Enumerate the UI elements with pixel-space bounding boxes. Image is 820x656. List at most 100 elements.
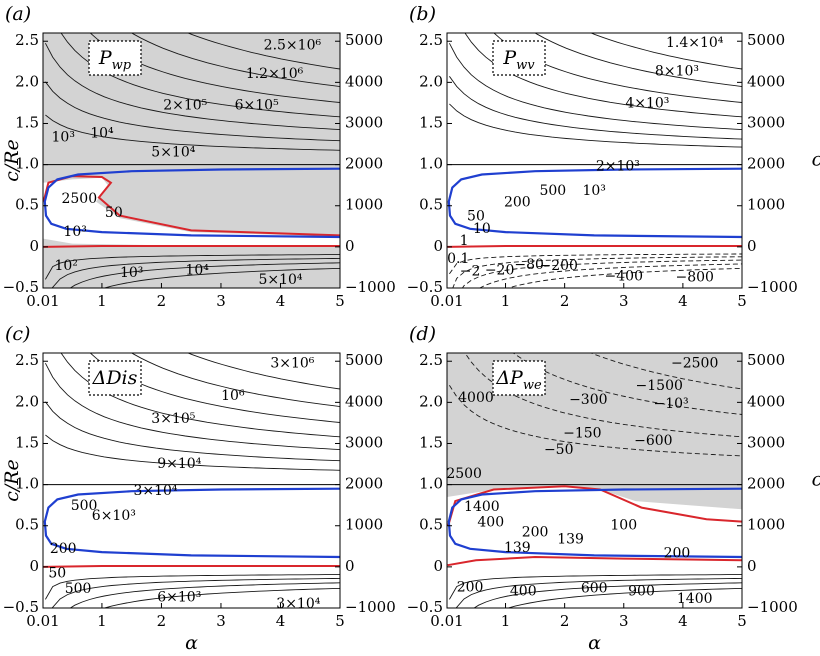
contour-label: 2500: [446, 466, 482, 482]
contour-line: [130, 353, 340, 408]
plot-frame: [42, 352, 341, 609]
y-tick-label: 2.5: [419, 31, 443, 49]
contour-label: 100: [610, 518, 637, 534]
y-right-tick-label: 1000: [345, 516, 383, 534]
x-tick-label: 4: [678, 612, 688, 630]
contour-line: [45, 114, 340, 151]
x-tick-label: 4: [276, 612, 286, 630]
plot-frame: [42, 32, 341, 289]
contour-label: 900: [628, 584, 655, 600]
contour-label: −300: [569, 392, 607, 408]
field-symbol: P: [502, 47, 517, 69]
contour-line: [449, 103, 742, 148]
contour-label: −20: [485, 263, 515, 279]
contour-label: 6×10³: [157, 589, 201, 605]
contour-line: [455, 577, 742, 608]
contour-line: [512, 353, 742, 415]
contour-label: 5×10⁴: [151, 144, 195, 160]
contour-line: [51, 257, 340, 288]
contour-line: [89, 353, 340, 423]
y-tick-label: 1.5: [15, 113, 39, 131]
contour-line: [186, 33, 340, 70]
plot-body: −2500 −1500 −10³ −300 −150 −600 −50 4000 2500 140…: [446, 353, 742, 608]
y-right-tick-label: 2000: [747, 475, 785, 493]
contour-line: [449, 76, 742, 140]
field-symbol: ΔDis: [92, 367, 138, 389]
contour-label: 10³: [582, 183, 605, 199]
contour-label: −50: [544, 442, 574, 458]
contour-label: 2×10³: [596, 158, 640, 174]
field-label-box: [492, 360, 546, 396]
contour-line: [493, 33, 742, 103]
contour-label: 10³: [52, 129, 75, 145]
contour-label: 2500: [61, 191, 97, 207]
x-tick-label: 0.01: [430, 612, 463, 630]
y-tick-label: 1.0: [15, 475, 39, 493]
contour-label: −800: [675, 269, 713, 285]
field-symbol: P: [98, 47, 113, 69]
contour-label: 1.4×10⁴: [666, 35, 724, 51]
contour-line: [452, 256, 742, 288]
contour-line: [449, 253, 742, 275]
y-right-tick-label: −1000: [747, 598, 798, 616]
contour-label: 4×10³: [625, 96, 669, 112]
x-tick-label: 4: [678, 292, 688, 310]
contour-label: −150: [563, 426, 601, 442]
neutral-curve: [43, 487, 340, 559]
x-tick-label: 3: [216, 612, 226, 630]
x-tick-label: 0.01: [26, 292, 59, 310]
contour-label: −1500: [636, 378, 683, 394]
field-subscript: we: [523, 378, 542, 393]
panel-label: (a): [5, 3, 31, 25]
x-tick-label: 3: [216, 292, 226, 310]
panel-label: (b): [409, 3, 436, 25]
contour-line: [449, 42, 742, 131]
y-right-tick-label: −1000: [747, 278, 798, 296]
y-right-tick-label: 4000: [747, 392, 785, 410]
y-right-tick-label: 1000: [345, 196, 383, 214]
y-tick-label: 0.5: [15, 516, 39, 534]
contour-label: −10³: [653, 396, 688, 412]
y-axis-label: c/Re: [1, 459, 23, 502]
contour-label: 2.5×10⁶: [264, 37, 322, 53]
contour-label: −600: [634, 433, 672, 449]
x-tick-label: 2: [560, 292, 570, 310]
y-right-tick-label: 5000: [747, 31, 785, 49]
contour-line: [449, 385, 742, 457]
x-tick-label: 1: [97, 612, 107, 630]
contour-label: 1400: [677, 591, 713, 607]
y-right-tick-label: 0: [345, 557, 355, 575]
contour-line: [534, 33, 742, 88]
contour-label: −200: [540, 258, 578, 274]
contour-line: [51, 577, 340, 608]
y-tick-label: 2.5: [15, 31, 39, 49]
panel-c: 3×10⁶10⁶3×10⁵9×10⁴3×10⁴6×10³500200505006…: [1, 323, 396, 654]
y-right-axis-label: c: [812, 149, 820, 171]
contour-label: 3×10⁶: [270, 356, 314, 372]
contour-label: 500: [65, 581, 92, 597]
y-tick-label: −0.5: [407, 278, 443, 296]
y-right-tick-label: 0: [747, 557, 757, 575]
y-right-tick-label: 3000: [345, 113, 383, 131]
y-right-tick-label: 5000: [345, 351, 383, 369]
y-tick-label: −0.5: [407, 598, 443, 616]
contour-line: [45, 42, 340, 131]
y-tick-label: −0.5: [3, 598, 39, 616]
x-tick-label: 2: [560, 612, 570, 630]
contour-line: [45, 254, 340, 280]
y-tick-label: 1.0: [419, 475, 443, 493]
contour-line: [449, 574, 742, 600]
contour-line: [506, 587, 742, 608]
panel-label: (c): [5, 323, 30, 345]
y-right-tick-label: 3000: [747, 113, 785, 131]
y-right-tick-label: 2000: [345, 475, 383, 493]
contour-label: 9×10⁴: [157, 456, 201, 472]
contour-line: [589, 353, 742, 390]
contour-label: 139: [557, 532, 584, 548]
zero-contour: [43, 245, 340, 248]
contour-line: [103, 267, 340, 288]
y-right-tick-label: 4000: [747, 72, 785, 90]
x-tick-label: 1: [97, 292, 107, 310]
